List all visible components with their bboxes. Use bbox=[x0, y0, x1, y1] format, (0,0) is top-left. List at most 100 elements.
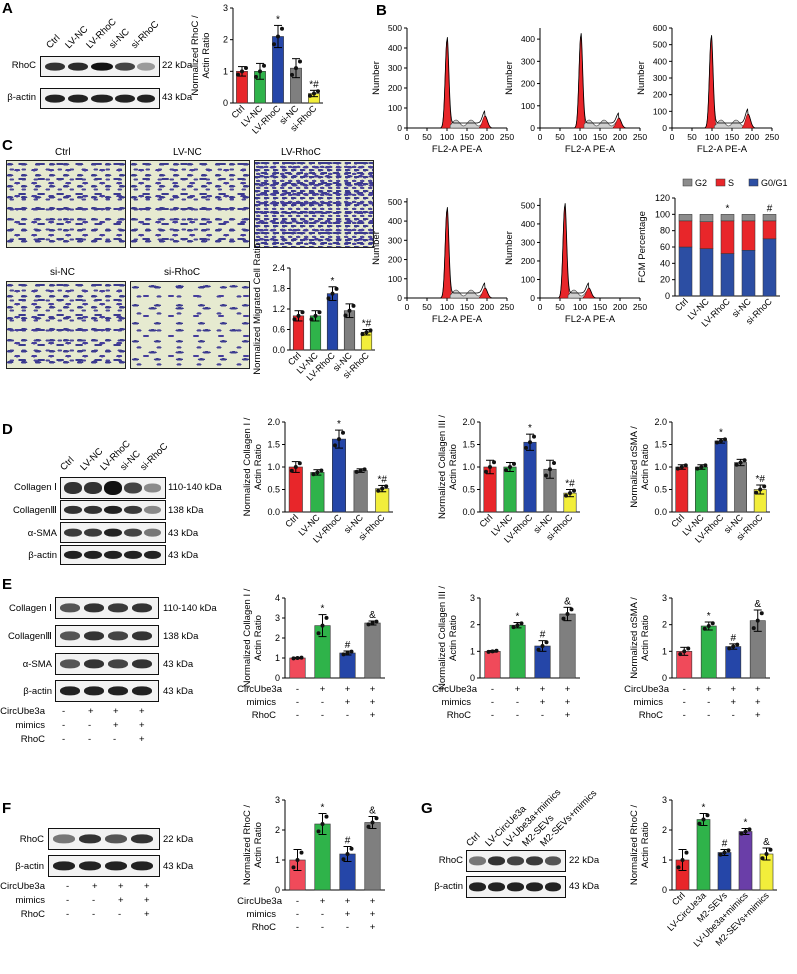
treatment-sign: + bbox=[515, 684, 521, 695]
stacked-bar-segment bbox=[720, 220, 735, 254]
data-point bbox=[345, 852, 350, 856]
data-point bbox=[374, 619, 379, 624]
blot-size-label: 22 kDa bbox=[569, 855, 600, 866]
stacked-bar-segment bbox=[720, 253, 735, 297]
y-axis-label: Normalized Collagen I /Actin Ratio bbox=[242, 417, 264, 516]
y-tick-label: 0 bbox=[662, 885, 667, 895]
treatment-sign: + bbox=[755, 684, 761, 695]
y-tick-label: 200 bbox=[388, 255, 402, 265]
treatment-sign: - bbox=[321, 909, 324, 920]
y-tick-label: 300 bbox=[521, 237, 535, 247]
x-tick-label: 150 bbox=[725, 132, 739, 142]
x-tick-label: 50 bbox=[687, 132, 697, 142]
data-point bbox=[276, 34, 280, 39]
x-tick-label: 50 bbox=[422, 302, 432, 312]
x-tick-label: 100 bbox=[573, 132, 587, 142]
chart-E-col1: 0 1 2 3 4 Normalized Collagen I /Actin Ratio *… bbox=[237, 588, 385, 721]
histogram: 0 100 200 300 400 500 0 50 100 150 200 250 FL2-A PE-… bbox=[371, 197, 514, 325]
treatment-sign: + bbox=[565, 684, 571, 695]
y-tick-label: 1.5 bbox=[462, 440, 475, 450]
data-point bbox=[723, 437, 727, 442]
chart-E-sma: 0 1 2 3 Normalized αSMA /Actin Ratio * # & CircU… bbox=[624, 593, 770, 721]
data-point bbox=[747, 827, 752, 832]
y-tick-label: 3 bbox=[275, 613, 280, 623]
significance-mark: * bbox=[321, 803, 325, 814]
y-tick-label: 1.0 bbox=[462, 462, 475, 472]
stacked-bar-segment bbox=[762, 214, 777, 222]
y-tick-label: 600 bbox=[653, 23, 667, 33]
blot-size-label: 43 kDa bbox=[162, 92, 193, 103]
treatment-sign: + bbox=[565, 697, 571, 708]
data-point bbox=[755, 618, 760, 623]
x-tick-label: Ctrl bbox=[283, 512, 300, 529]
data-point bbox=[524, 445, 528, 450]
significance-mark: & bbox=[369, 806, 376, 817]
y-tick-label: 2.0 bbox=[267, 417, 280, 427]
western-blot-strip bbox=[466, 876, 566, 898]
x-tick-label: 100 bbox=[440, 302, 454, 312]
data-point bbox=[727, 646, 732, 651]
data-point bbox=[540, 644, 545, 648]
data-point bbox=[710, 621, 715, 626]
y-tick-label: 1.8 bbox=[272, 284, 285, 294]
data-point bbox=[349, 846, 354, 851]
treatment-sign: + bbox=[370, 684, 376, 695]
western-blot-strip bbox=[55, 625, 159, 647]
stacked-bar-segment bbox=[741, 220, 756, 251]
data-point bbox=[347, 308, 352, 313]
legend-label: G2 bbox=[695, 178, 707, 188]
y-tick-label: 3 bbox=[223, 3, 228, 13]
y-tick-label: 0 bbox=[470, 673, 475, 683]
y-tick-label: 0 bbox=[665, 291, 670, 301]
s-phase-region bbox=[583, 119, 620, 129]
y-tick-label: 2 bbox=[470, 620, 475, 630]
data-point bbox=[319, 468, 324, 473]
western-blot-strip bbox=[48, 828, 160, 850]
treatment-sign: - bbox=[296, 896, 299, 907]
treatment-label: CircUbe3a bbox=[624, 684, 670, 695]
blot-row-label: α-SMA bbox=[22, 659, 52, 670]
data-point bbox=[564, 493, 568, 498]
treatment-label: RhoC bbox=[252, 710, 276, 721]
y-tick-label: 0.5 bbox=[267, 485, 280, 495]
treatment-sign: - bbox=[92, 909, 96, 920]
y-tick-label: 400 bbox=[653, 56, 667, 66]
western-blot-strip bbox=[60, 545, 166, 565]
y-tick-label: 500 bbox=[653, 40, 667, 50]
data-point bbox=[296, 313, 301, 318]
data-point bbox=[333, 443, 337, 448]
data-point bbox=[324, 814, 329, 819]
treatment-sign: + bbox=[139, 734, 145, 745]
treatment-sign: + bbox=[540, 697, 546, 708]
data-point bbox=[351, 303, 356, 308]
data-point bbox=[345, 651, 350, 655]
y-axis-label: Normalized Collagen III /Actin Ratio bbox=[437, 415, 459, 519]
data-point bbox=[702, 626, 707, 631]
stacked-bar-segment bbox=[699, 221, 714, 249]
data-point bbox=[544, 473, 548, 478]
data-point bbox=[678, 652, 683, 657]
data-point bbox=[572, 488, 576, 493]
blot-row-label: Collagen Ⅰ bbox=[14, 482, 57, 493]
y-axis-label: Normalized Migrated Cell Ratio bbox=[252, 243, 263, 374]
y-axis-label: Number bbox=[371, 231, 382, 265]
y-tick-label: 1.5 bbox=[267, 440, 280, 450]
x-tick-label: 150 bbox=[593, 132, 607, 142]
y-tick-label: 100 bbox=[388, 103, 402, 113]
stacked-bar-segment bbox=[678, 214, 693, 222]
significance-mark: * bbox=[744, 818, 748, 829]
x-tick-label: 50 bbox=[422, 132, 432, 142]
x-tick-label: 150 bbox=[593, 302, 607, 312]
bar bbox=[484, 651, 501, 679]
x-tick-label: 0 bbox=[405, 132, 410, 142]
treatment-label: mimics bbox=[246, 697, 276, 708]
data-point bbox=[675, 466, 680, 471]
y-tick-label: 2 bbox=[275, 825, 280, 835]
treatment-sign: + bbox=[88, 706, 94, 717]
blot-row-label: β-actin bbox=[434, 881, 463, 892]
treatment-sign: - bbox=[62, 734, 66, 745]
treatment-sign: - bbox=[118, 909, 122, 920]
data-point bbox=[320, 822, 325, 826]
y-tick-label: 500 bbox=[388, 197, 402, 207]
y-tick-label: 60 bbox=[660, 242, 670, 252]
